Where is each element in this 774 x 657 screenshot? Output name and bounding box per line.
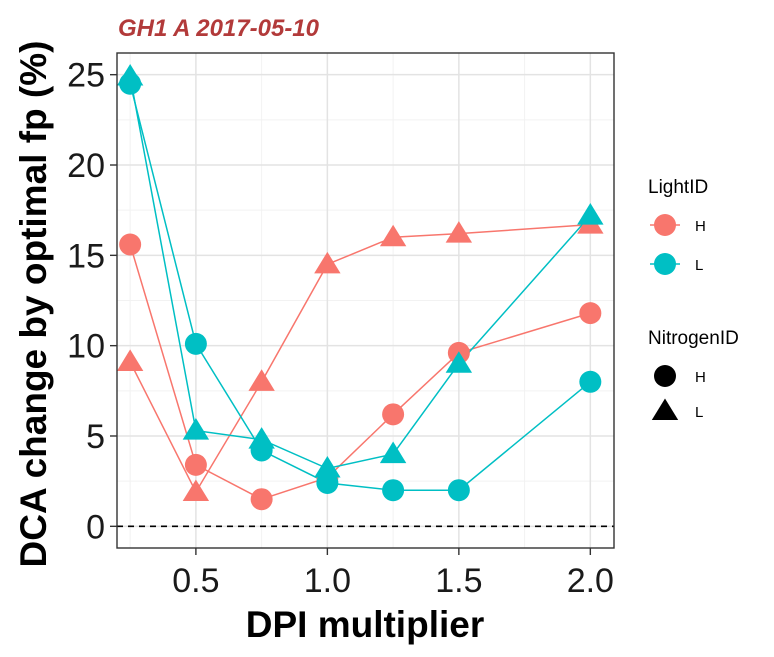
point-light-l-nitrogen-l — [116, 63, 144, 86]
y-tick-label: 25 — [67, 57, 105, 95]
legend-key-nitrogen-h — [654, 365, 676, 387]
plot-panel-border — [116, 52, 615, 549]
y-tick-label: 5 — [86, 418, 105, 456]
legend-key-light-l — [654, 253, 676, 275]
point-light-l-nitrogen-l — [314, 455, 341, 478]
legend-title-lightid: LightID — [648, 177, 708, 198]
point-light-h-nitrogen-l — [314, 251, 341, 274]
point-light-l-nitrogen-l — [379, 441, 407, 464]
point-light-l-nitrogen-l — [445, 351, 473, 373]
point-light-l-nitrogen-l — [182, 418, 210, 440]
legend: LightID H L NitrogenID H L — [648, 177, 739, 421]
y-tick-label: 10 — [67, 328, 105, 366]
point-light-h-nitrogen-l — [248, 369, 275, 391]
x-axis-title: DPI multiplier — [246, 604, 484, 645]
y-tick-label: 15 — [67, 237, 105, 275]
point-light-l-nitrogen-h — [579, 370, 602, 393]
legend-label-light-l: L — [695, 257, 703, 274]
axes: 0.5 1.0 1.5 2.0 0 5 10 15 20 25 — [67, 57, 614, 600]
point-light-h-nitrogen-l — [445, 221, 473, 243]
point-light-l-nitrogen-h — [447, 479, 470, 502]
point-light-l-nitrogen-h — [184, 332, 207, 355]
point-light-h-nitrogen-l — [116, 349, 144, 371]
y-tick-label: 20 — [67, 147, 105, 185]
legend-label-nitrogen-l: L — [695, 404, 703, 421]
point-light-l-nitrogen-l — [577, 203, 604, 225]
legend-label-light-h: H — [695, 218, 706, 235]
point-light-l-nitrogen-h — [382, 479, 405, 502]
x-tick-label: 2.0 — [567, 562, 614, 600]
legend-title-nitrogenid: NitrogenID — [648, 328, 739, 349]
series-layer — [116, 63, 604, 511]
chart-title: GH1 A 2017-05-10 — [118, 15, 320, 42]
y-axis-title: DCA change by optimal fp (%) — [13, 41, 54, 568]
point-light-h-nitrogen-h — [382, 403, 405, 426]
x-tick-label: 1.0 — [304, 562, 351, 600]
x-tick-label: 1.5 — [435, 562, 482, 600]
point-light-h-nitrogen-h — [119, 233, 142, 256]
legend-label-nitrogen-h: H — [695, 369, 706, 386]
point-light-h-nitrogen-l — [379, 224, 407, 247]
x-tick-label: 0.5 — [172, 562, 219, 600]
y-tick-label: 0 — [86, 508, 105, 546]
point-light-l-nitrogen-l — [248, 427, 275, 449]
point-light-h-nitrogen-h — [250, 488, 273, 511]
point-light-h-nitrogen-l — [182, 479, 210, 502]
point-light-h-nitrogen-h — [184, 453, 207, 476]
point-light-h-nitrogen-h — [579, 302, 602, 325]
legend-key-light-h — [654, 214, 676, 236]
legend-key-nitrogen-l — [651, 398, 679, 421]
